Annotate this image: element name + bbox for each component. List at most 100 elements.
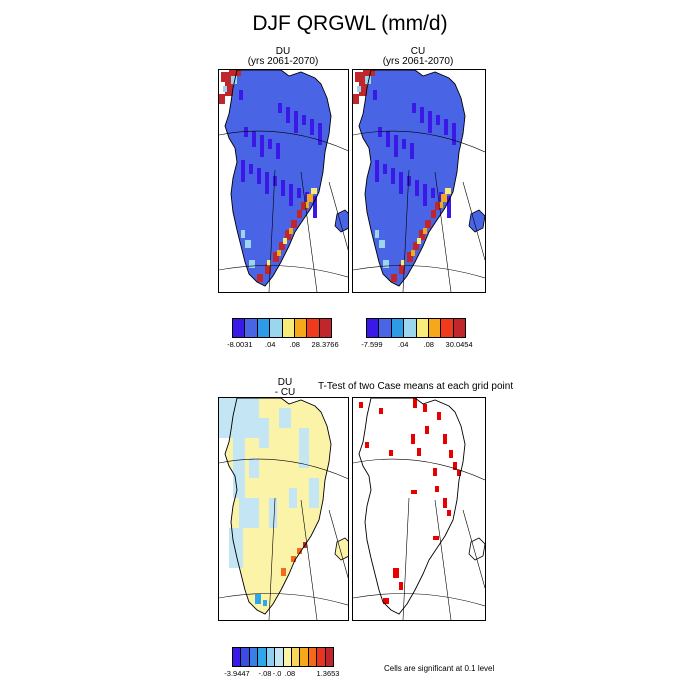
ice-streak <box>276 143 280 159</box>
ice-streak <box>297 188 301 198</box>
graticule-line <box>268 497 276 620</box>
colorbar-tick-label: -.08 <box>258 669 272 678</box>
colorbar-tick-label: -3.9447 <box>224 669 250 678</box>
colorbar-swatch <box>324 648 334 666</box>
colorbar-tick-label: -.0 <box>272 669 282 678</box>
coastline <box>358 70 466 287</box>
significant-cell <box>447 510 451 516</box>
colorbar-swatch <box>307 648 317 666</box>
significant-cell <box>443 434 447 444</box>
colorbar-swatch <box>390 319 404 337</box>
coast-orange-block <box>277 250 281 256</box>
diff-blue-block <box>289 488 297 508</box>
graticule <box>219 130 348 292</box>
coast-red-block <box>419 230 425 240</box>
ice-streak <box>412 103 416 113</box>
ellesmere-ice <box>337 214 345 228</box>
colorbar-swatch <box>299 648 308 666</box>
coast-red-block <box>257 274 263 282</box>
coast-orange-block <box>441 194 447 202</box>
colorbar-tick-label: 1.3653 <box>316 669 340 678</box>
diff-blue-block <box>299 428 309 468</box>
panel-title-du-line1: DU <box>275 46 291 57</box>
colorbar-swatch <box>378 319 391 337</box>
diff-orange-block <box>291 556 296 562</box>
significant-cell <box>379 408 383 414</box>
coastline <box>224 70 332 287</box>
coast-light-block <box>223 86 227 92</box>
ice-streak <box>273 176 277 186</box>
significant-cell <box>417 448 421 456</box>
graticule-line <box>353 593 485 607</box>
significant-cell <box>393 568 399 578</box>
ice-streak <box>407 176 411 186</box>
ice-streak <box>410 143 414 159</box>
coast-orange-block <box>307 194 313 202</box>
graticule-line <box>353 458 485 481</box>
colorbar-tick-label: 28.3766 <box>311 340 339 349</box>
significant-cell <box>413 398 417 408</box>
ice-streak <box>281 180 285 196</box>
significant-cell <box>423 404 427 412</box>
coastline-ellesmere <box>334 209 348 233</box>
diff-blue-block <box>229 528 243 568</box>
coast-light-block <box>245 240 251 248</box>
map-diff-svg <box>219 398 348 620</box>
ttest-title: T-Test of two Case means at each grid po… <box>318 381 514 392</box>
graticule-line <box>462 181 485 261</box>
graticule-line <box>268 169 276 292</box>
panel-title-diff-line2: - CU <box>274 387 296 398</box>
coastline-ellesmere <box>334 537 348 561</box>
ice-streak <box>415 180 419 196</box>
colorbar-tick-label: .08 <box>423 340 434 349</box>
panel-title-diff-line1: DU <box>277 377 293 388</box>
coastline <box>358 398 466 615</box>
figure-title: DJF QRGWL (mm/d) <box>252 12 448 35</box>
colorbar-swatch <box>316 648 325 666</box>
greenland-fill <box>359 398 465 614</box>
ttest-base <box>359 398 485 614</box>
colorbar-swatch <box>274 648 283 666</box>
ice-streak <box>289 184 293 206</box>
colorbar-swatch <box>440 319 453 337</box>
colorbar-swatch <box>306 319 319 337</box>
coast-red-block <box>229 70 241 76</box>
colorbar-swatch <box>240 648 249 666</box>
panel-title-du: DU (yrs 2061-2070) <box>218 47 348 67</box>
coast-orange-block <box>411 250 415 256</box>
coast-red-block <box>413 242 419 250</box>
coast-orange-block <box>289 228 293 234</box>
graticule-line <box>434 499 452 620</box>
colorbar-tick-label: .04 <box>398 340 409 349</box>
graticule-line <box>219 265 348 278</box>
colorbar-swatch <box>367 319 379 337</box>
graticule-line <box>462 509 485 589</box>
colorbar-du <box>232 318 332 338</box>
coast-yellow-block <box>283 238 287 244</box>
colorbar-swatch <box>233 648 241 666</box>
graticule-line <box>328 181 348 251</box>
ice-streak <box>436 115 440 125</box>
colorbar-swatch <box>244 319 257 337</box>
colorbar-swatch <box>290 648 300 666</box>
ice-streak <box>252 131 256 147</box>
coast-red-block <box>285 230 291 240</box>
coast-red-block <box>355 72 365 82</box>
coast-red-block <box>297 210 302 218</box>
graticule <box>353 130 485 292</box>
colorbar-swatch <box>415 319 428 337</box>
ice-streak <box>313 196 317 218</box>
colorbar-cu <box>366 318 466 338</box>
graticule-line <box>300 171 318 292</box>
map-panel-ttest <box>352 397 486 621</box>
ellesmere-ice <box>471 214 479 228</box>
significant-cell <box>389 450 393 456</box>
diff-blue-dark-block <box>263 600 267 606</box>
diff-blue-block <box>309 478 319 508</box>
significant-cell <box>437 412 441 420</box>
coast-red-block <box>431 210 436 218</box>
coastline-ellesmere <box>468 209 485 233</box>
diff-blue-block <box>259 418 269 448</box>
ice-streak <box>386 131 390 147</box>
coast-orange-block <box>439 202 443 208</box>
